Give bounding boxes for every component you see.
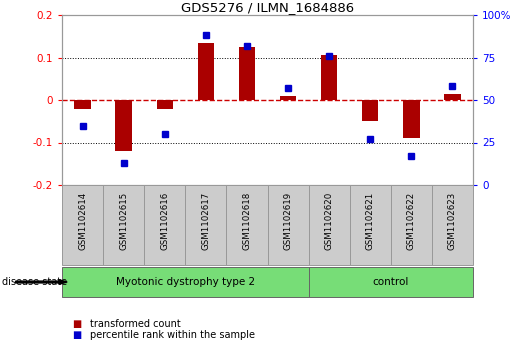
Text: GSM1102620: GSM1102620 bbox=[324, 191, 334, 250]
Text: ■: ■ bbox=[72, 319, 81, 329]
Bar bbox=[227, 185, 267, 265]
Text: transformed count: transformed count bbox=[90, 319, 181, 329]
Text: GSM1102618: GSM1102618 bbox=[243, 191, 251, 250]
Text: GSM1102619: GSM1102619 bbox=[284, 191, 293, 249]
Bar bbox=[444, 94, 461, 100]
Text: ■: ■ bbox=[72, 330, 81, 340]
Text: GSM1102623: GSM1102623 bbox=[448, 191, 457, 250]
Bar bbox=[62, 185, 103, 265]
Text: GSM1102617: GSM1102617 bbox=[201, 191, 210, 250]
Title: GDS5276 / ILMN_1684886: GDS5276 / ILMN_1684886 bbox=[181, 1, 354, 14]
Bar bbox=[308, 185, 350, 265]
Bar bbox=[350, 185, 391, 265]
Text: GSM1102622: GSM1102622 bbox=[407, 191, 416, 250]
Bar bbox=[103, 185, 144, 265]
Bar bbox=[403, 100, 420, 138]
Text: GSM1102621: GSM1102621 bbox=[366, 191, 375, 250]
Text: GSM1102614: GSM1102614 bbox=[78, 191, 87, 250]
Text: control: control bbox=[373, 277, 409, 287]
Text: Myotonic dystrophy type 2: Myotonic dystrophy type 2 bbox=[116, 277, 255, 287]
Bar bbox=[362, 100, 379, 121]
Bar bbox=[239, 47, 255, 100]
Bar bbox=[62, 267, 308, 297]
Text: GSM1102615: GSM1102615 bbox=[119, 191, 128, 250]
Bar bbox=[391, 185, 432, 265]
Bar bbox=[432, 185, 473, 265]
Bar bbox=[267, 185, 308, 265]
Bar bbox=[115, 100, 132, 151]
Bar bbox=[185, 185, 227, 265]
Bar bbox=[74, 100, 91, 109]
Text: disease state: disease state bbox=[2, 277, 66, 287]
Text: percentile rank within the sample: percentile rank within the sample bbox=[90, 330, 255, 340]
Bar bbox=[157, 100, 173, 109]
Bar bbox=[321, 56, 337, 100]
Bar bbox=[308, 267, 473, 297]
Bar bbox=[280, 96, 296, 100]
Text: GSM1102616: GSM1102616 bbox=[160, 191, 169, 250]
Bar bbox=[144, 185, 185, 265]
Bar bbox=[198, 42, 214, 100]
